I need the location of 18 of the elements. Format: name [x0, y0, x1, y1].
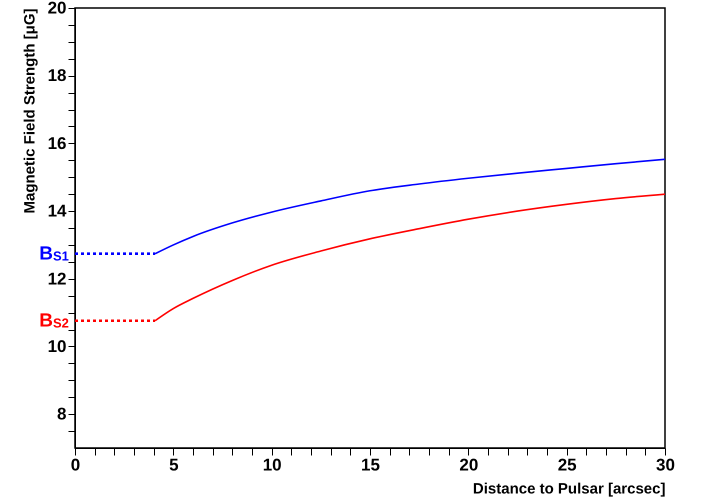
y-tick-label: 16 [48, 134, 66, 153]
y-tick-label: 14 [48, 202, 68, 221]
x-tick-label: 30 [656, 456, 675, 474]
series-label: BS1 [39, 244, 69, 265]
y-tick-label: 18 [48, 66, 66, 86]
x-tick-label: 20 [459, 456, 478, 474]
y-tick-label: 12 [48, 269, 66, 288]
y-tick-label: 10 [48, 336, 66, 356]
y-axis-title: Magnetic Field Strength [μG] [22, 8, 39, 214]
x-tick-label: 5 [169, 456, 179, 474]
x-tick-label: 25 [558, 456, 577, 474]
x-tick-label: 0 [70, 456, 80, 474]
x-tick-label: 10 [262, 456, 282, 474]
y-tick-label: 20 [48, 0, 66, 18]
x-axis-title: Distance to Pulsar [arcsec] [472, 480, 666, 498]
series-label: BS2 [39, 310, 69, 332]
x-tick-label: 15 [361, 456, 380, 474]
y-tick-label: 8 [57, 404, 66, 424]
